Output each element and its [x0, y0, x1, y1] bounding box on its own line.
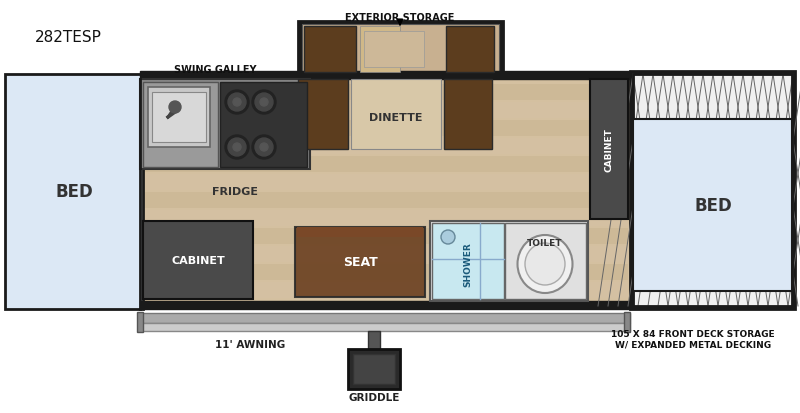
Circle shape: [255, 139, 273, 157]
Bar: [143, 83, 218, 168]
Ellipse shape: [525, 243, 565, 285]
Circle shape: [233, 144, 241, 152]
Bar: [140, 80, 310, 170]
Bar: [353, 354, 395, 384]
Bar: [142, 157, 628, 173]
Text: BED: BED: [694, 197, 732, 214]
Bar: [137, 312, 143, 332]
Bar: [432, 223, 504, 299]
Bar: [140, 301, 630, 309]
Text: SHOWER: SHOWER: [463, 242, 473, 287]
Bar: [633, 75, 792, 306]
Text: TOILET: TOILET: [527, 239, 562, 248]
Bar: [444, 80, 492, 150]
Bar: [633, 120, 792, 291]
Bar: [298, 22, 503, 77]
Text: 105 X 84 FRONT DECK STORAGE
W/ EXPANDED METAL DECKING: 105 X 84 FRONT DECK STORAGE W/ EXPANDED …: [611, 330, 775, 349]
Bar: [297, 228, 423, 237]
Circle shape: [228, 139, 246, 157]
Text: CABINET: CABINET: [171, 255, 225, 266]
Circle shape: [252, 136, 276, 159]
Bar: [142, 139, 628, 154]
Bar: [633, 75, 792, 306]
Text: FRIDGE: FRIDGE: [212, 187, 258, 197]
Text: SEAT: SEAT: [342, 256, 378, 269]
Bar: [142, 121, 628, 137]
Bar: [446, 27, 494, 73]
Circle shape: [225, 136, 249, 159]
Bar: [630, 72, 795, 309]
Bar: [142, 192, 628, 209]
Bar: [148, 88, 210, 147]
Bar: [351, 80, 441, 150]
Text: CABINET: CABINET: [605, 128, 614, 171]
Bar: [140, 313, 630, 323]
Bar: [152, 93, 206, 142]
Bar: [142, 175, 628, 190]
Bar: [624, 312, 630, 332]
Bar: [142, 103, 628, 119]
Bar: [143, 221, 253, 299]
Bar: [140, 323, 630, 331]
Text: 11' AWNING: 11' AWNING: [215, 339, 285, 349]
Text: GRIDDLE: GRIDDLE: [348, 392, 400, 402]
Bar: [348, 349, 400, 389]
Bar: [142, 211, 628, 226]
Circle shape: [260, 99, 268, 107]
Circle shape: [233, 99, 241, 107]
Text: EXTERIOR STORAGE: EXTERIOR STORAGE: [346, 13, 454, 23]
Text: 282TESP: 282TESP: [34, 31, 102, 45]
Bar: [142, 282, 628, 298]
Bar: [5, 75, 143, 309]
Text: DINETTE: DINETTE: [370, 113, 422, 123]
Bar: [298, 80, 348, 150]
Text: SWING GALLEY: SWING GALLEY: [174, 65, 256, 75]
Circle shape: [252, 91, 276, 115]
Circle shape: [228, 94, 246, 112]
Bar: [304, 27, 356, 73]
Bar: [295, 228, 425, 297]
Bar: [142, 85, 628, 101]
Text: BED: BED: [55, 183, 93, 201]
Bar: [364, 32, 424, 68]
Bar: [590, 80, 628, 219]
Circle shape: [255, 94, 273, 112]
Bar: [505, 223, 586, 299]
Bar: [142, 228, 628, 244]
Bar: [220, 83, 307, 168]
Bar: [368, 331, 380, 349]
Circle shape: [441, 230, 455, 244]
Circle shape: [225, 91, 249, 115]
Bar: [140, 80, 630, 301]
Circle shape: [260, 144, 268, 152]
Bar: [140, 72, 630, 80]
Bar: [302, 25, 499, 75]
Circle shape: [169, 102, 181, 114]
Ellipse shape: [518, 235, 573, 293]
Bar: [360, 27, 400, 73]
Bar: [142, 247, 628, 262]
Bar: [142, 264, 628, 280]
Bar: [430, 221, 588, 301]
